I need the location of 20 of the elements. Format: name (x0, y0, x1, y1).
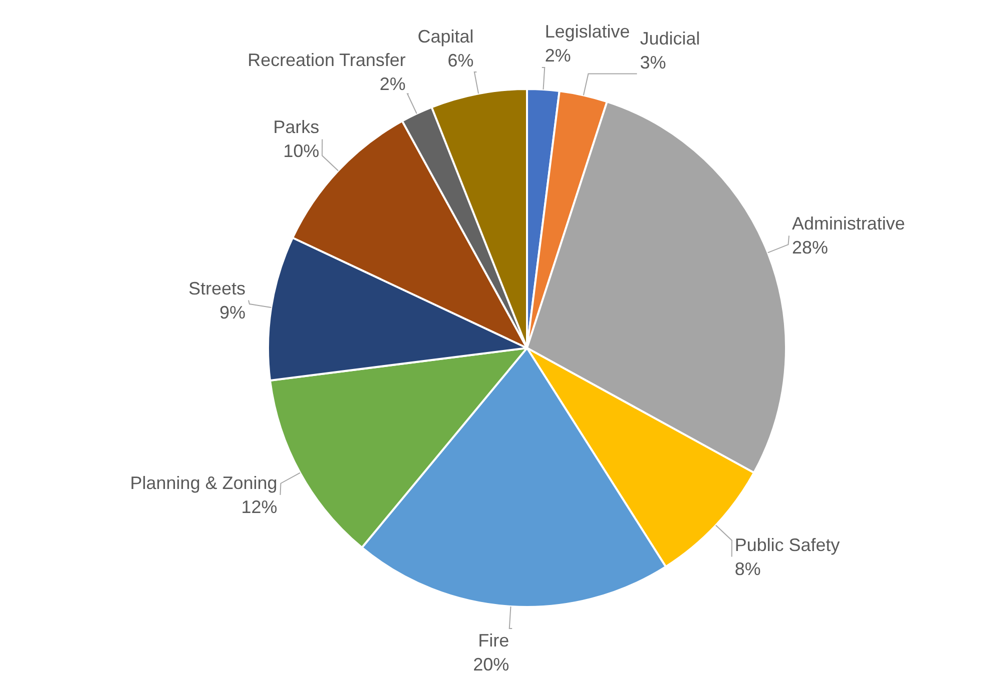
slice-label: Administrative (792, 214, 906, 234)
slice-label: Recreation Transfer (248, 50, 406, 70)
slice-label: Streets (188, 278, 246, 298)
data-label: 9% (219, 302, 246, 322)
data-label: 6% (448, 50, 474, 70)
slice-label: Capital (418, 26, 474, 46)
data-label: 12% (241, 496, 278, 517)
slice-label: Public Safety (734, 534, 840, 555)
data-label: 10% (283, 141, 320, 162)
slice-label: Parks (273, 117, 320, 138)
data-label: 2% (380, 74, 406, 94)
slice-label: Fire (478, 630, 510, 650)
data-label: 20% (473, 654, 510, 674)
data-label: 2% (544, 46, 571, 66)
slice-label: Legislative (544, 22, 630, 42)
data-label: 28% (792, 238, 828, 258)
slice-label: Planning & Zoning (130, 472, 278, 493)
data-label: 3% (640, 52, 666, 72)
data-label: 8% (734, 558, 761, 579)
slice-label: Judicial (640, 28, 700, 48)
